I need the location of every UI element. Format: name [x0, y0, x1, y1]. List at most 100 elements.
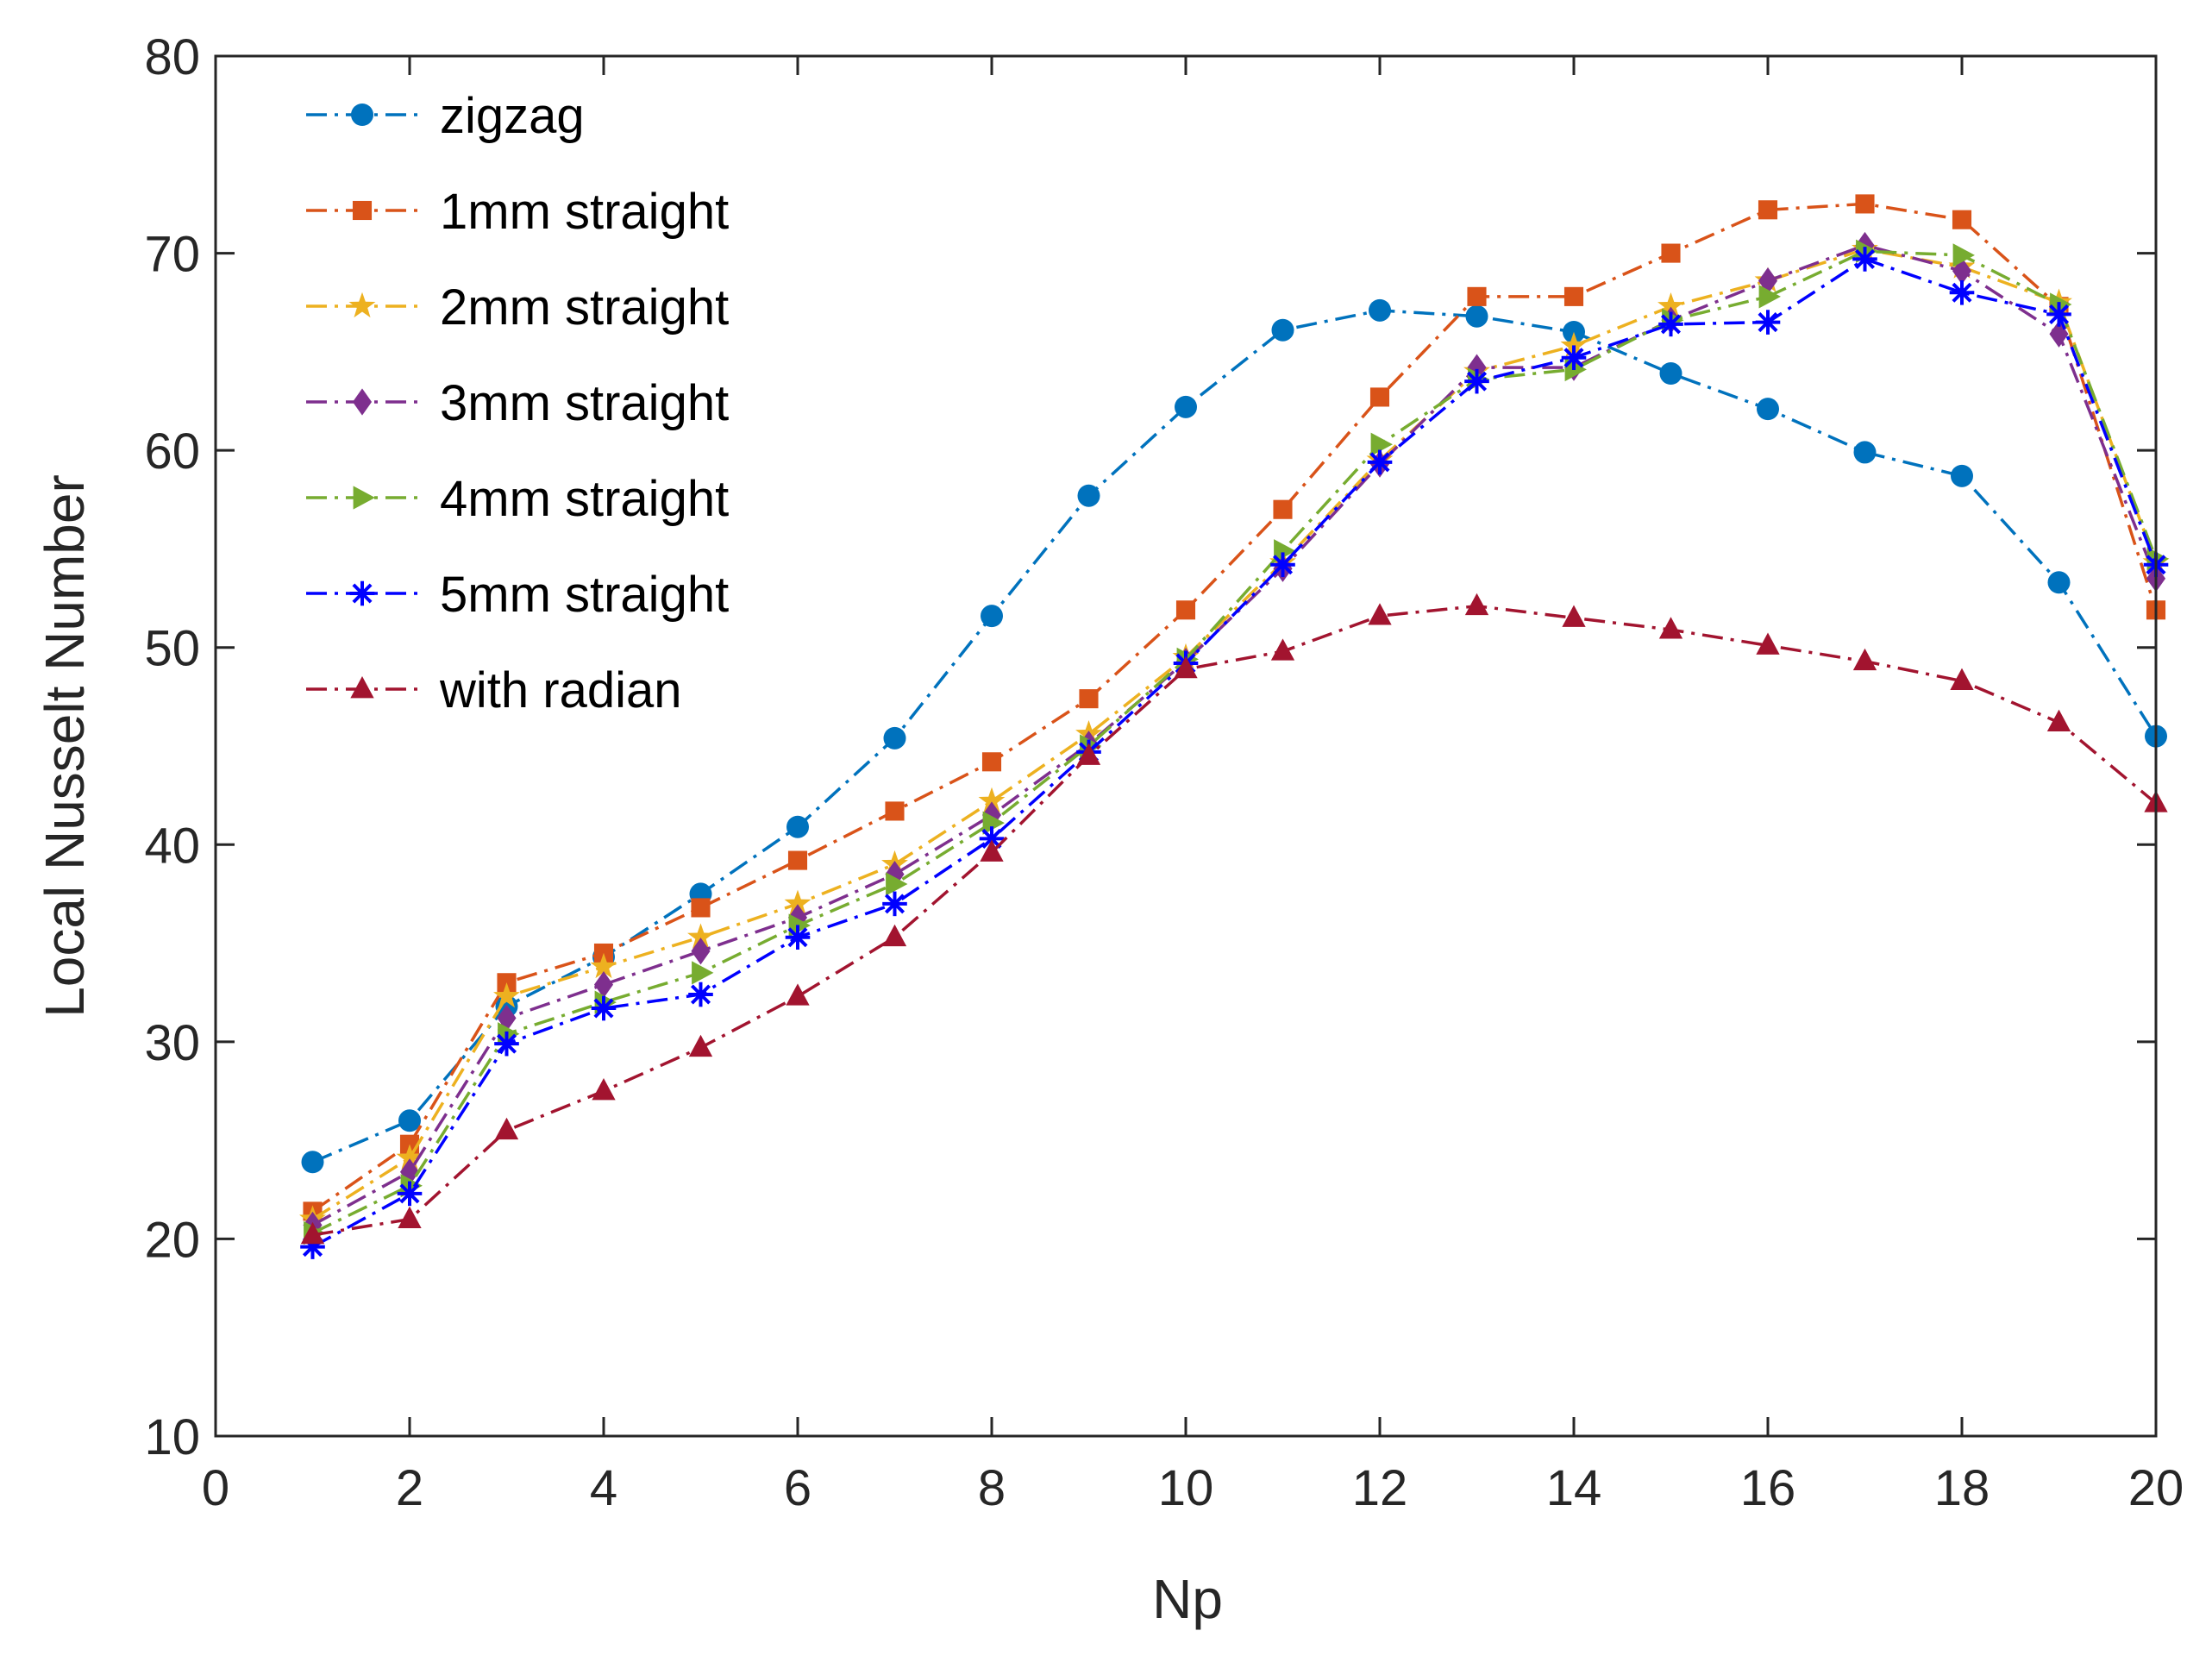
data-point	[1369, 387, 1390, 407]
data-point-stroke	[399, 1183, 420, 1204]
data-point-stroke	[1758, 312, 1778, 333]
data-point	[2046, 709, 2071, 731]
data-point	[687, 923, 714, 949]
data-point	[1368, 603, 1392, 625]
data-point	[1465, 304, 1488, 328]
y-tick-label: 10	[144, 1409, 200, 1465]
legend-item: 3mm straight	[306, 375, 729, 431]
data-point	[1755, 310, 1781, 335]
data-point	[1076, 743, 1101, 765]
data-point	[397, 1181, 423, 1207]
data-point	[1367, 449, 1393, 475]
y-tick-label: 60	[144, 423, 200, 480]
data-point	[494, 1031, 519, 1057]
data-point	[591, 995, 617, 1021]
data-point	[590, 952, 617, 979]
x-tick-label: 4	[590, 1460, 617, 1516]
data-point	[1758, 285, 1781, 309]
data-point	[1758, 200, 1778, 220]
plot-area	[216, 56, 2156, 1436]
data-point	[882, 891, 907, 917]
data-point-stroke	[1854, 248, 1876, 269]
data-point	[1273, 499, 1293, 519]
data-point	[1174, 656, 1198, 679]
data-point	[1952, 210, 1972, 229]
x-tick-label: 18	[1934, 1460, 1990, 1516]
legend-marker	[348, 292, 376, 318]
data-point	[882, 924, 907, 947]
series-line	[311, 202, 2158, 1213]
legend-item: 1mm straight	[306, 184, 729, 240]
data-point	[301, 1151, 324, 1174]
data-point	[980, 839, 1004, 862]
data-point	[787, 904, 808, 932]
data-point	[593, 970, 614, 999]
legend-label: with radian	[439, 662, 681, 718]
data-point	[398, 1109, 421, 1132]
legend-label: 4mm straight	[440, 471, 729, 527]
x-tick-label: 6	[784, 1460, 811, 1516]
legend-marker	[353, 486, 375, 510]
data-point	[982, 811, 1005, 835]
series-line	[311, 248, 2158, 1221]
data-point	[592, 1078, 616, 1101]
data-point	[1467, 286, 1487, 306]
data-point	[886, 872, 908, 896]
data-point	[1079, 689, 1099, 709]
data-point	[1658, 311, 1683, 337]
legend-marker	[352, 388, 373, 416]
data-point	[1949, 279, 1975, 305]
data-point-stroke	[690, 984, 711, 1005]
legend-marker	[351, 104, 373, 126]
data-point-stroke	[884, 894, 905, 914]
legend-item: 5mm straight	[306, 567, 729, 623]
legend-label: 1mm straight	[440, 184, 729, 240]
data-point	[784, 889, 811, 915]
axes-layer: 0 2 4 6 8 10 12 14 16 18 20 10 20 30 40 50 60 70 80	[144, 29, 2184, 1516]
data-point	[1951, 464, 1973, 487]
data-point-stroke	[981, 828, 1002, 849]
data-point	[396, 1144, 423, 1170]
series-line	[312, 604, 2158, 1237]
x-tick-label: 16	[1740, 1460, 1796, 1516]
data-point	[2047, 571, 2071, 594]
data-point-stroke	[2048, 304, 2070, 324]
data-point	[1270, 638, 1295, 661]
x-axis-label: Np	[1152, 1568, 1223, 1630]
y-tick-label: 80	[144, 29, 200, 85]
data-point	[1464, 368, 1489, 394]
series-line	[311, 243, 2158, 1226]
x-tick-label: 20	[2128, 1460, 2184, 1516]
data-point	[494, 1117, 519, 1140]
data-point	[1952, 243, 1975, 267]
data-point	[688, 1034, 713, 1057]
data-point	[1369, 298, 1391, 322]
data-point	[1274, 539, 1296, 563]
data-point	[688, 982, 713, 1007]
legend-marker	[350, 676, 374, 699]
data-point	[981, 605, 1003, 628]
x-tick-label: 0	[202, 1460, 229, 1516]
data-point	[1271, 318, 1294, 342]
data-point	[300, 1221, 325, 1245]
legend-item: with radian	[306, 662, 681, 718]
x-tick-label: 2	[396, 1460, 423, 1516]
series-with-radian	[300, 593, 2168, 1245]
data-point	[1855, 194, 1875, 214]
data-point	[1852, 247, 1877, 272]
data-point	[1464, 593, 1489, 616]
data-point-stroke	[593, 998, 614, 1019]
data-point	[1175, 600, 1196, 620]
data-point	[1657, 292, 1684, 318]
y-tick-label: 40	[144, 818, 200, 874]
legend-marker	[349, 580, 375, 606]
data-point-stroke	[1952, 282, 1972, 303]
data-point-stroke	[787, 927, 808, 948]
legend-marker	[352, 200, 373, 221]
data-point-stroke	[1369, 452, 1390, 473]
data-point	[1561, 345, 1587, 371]
data-point	[885, 801, 905, 821]
data-point	[691, 898, 711, 918]
data-point	[691, 938, 711, 965]
